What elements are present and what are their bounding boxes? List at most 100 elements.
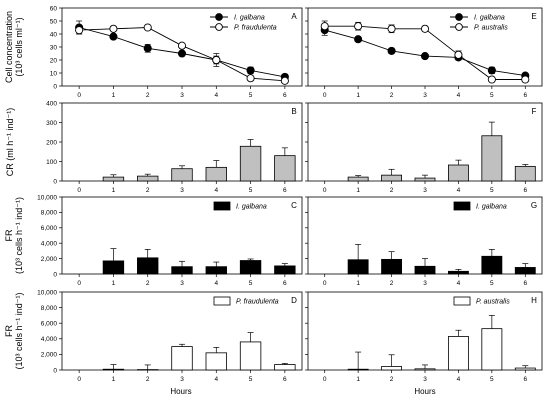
panel-B: 0 100 200 300 400 0 1 2 3 4 5 6 B [46, 100, 303, 194]
x-tick-label: 3 [180, 280, 184, 287]
bar [274, 155, 296, 182]
y-tick-label: 30 [50, 44, 58, 51]
y-tick-label: 40 [50, 31, 58, 38]
data-point [354, 22, 363, 31]
data-point [420, 24, 430, 33]
x-tick-label: 3 [423, 376, 427, 383]
x-tick-label: 6 [283, 280, 287, 287]
data-point [454, 50, 463, 59]
legend-label: P. fraudulenta [236, 299, 279, 306]
legend-label: I. galbana [236, 204, 267, 211]
legend-label: I. galbana [476, 204, 507, 211]
x-tick-label: 2 [146, 92, 150, 99]
x-tick-label: 1 [112, 280, 116, 287]
y-axis-label: (10³ cells ml⁻¹) [14, 17, 24, 76]
x-tick-label: 5 [490, 280, 494, 287]
x-tick-label: 6 [283, 92, 287, 99]
bar [347, 368, 369, 371]
y-tick-label: 6,000 [41, 225, 58, 232]
y-axis-label: (10³ cells h⁻¹ ind⁻¹) [14, 197, 24, 274]
legend-label: I. galbana [474, 15, 505, 22]
x-tick-label: 4 [214, 280, 218, 287]
legend-marker [455, 13, 463, 21]
x-tick-label: 4 [214, 92, 218, 99]
x-tick-label: 1 [356, 376, 360, 383]
data-point [354, 35, 363, 44]
bar [347, 176, 369, 182]
x-tick-label: 6 [523, 280, 527, 287]
panel-label: H [531, 296, 537, 305]
y-tick-label: 6,000 [41, 321, 58, 328]
y-axis-label: Cell concentration [4, 11, 14, 83]
panel-label: A [291, 12, 297, 21]
x-tick-label: 0 [77, 92, 81, 99]
x-tick-label: 0 [323, 280, 327, 287]
y-axis-label: (10³ cells h⁻¹ ind⁻¹) [14, 292, 24, 369]
x-tick-label: 3 [423, 187, 427, 194]
bar [381, 258, 402, 275]
y-axis-label: CR (ml h⁻¹ ind⁻¹) [5, 108, 15, 177]
panel-label: E [531, 12, 536, 21]
bar [381, 174, 402, 182]
bar [347, 259, 369, 275]
x-tick-label: 1 [112, 92, 116, 99]
x-tick-label: 0 [323, 187, 327, 194]
panel-F: 0 1 2 3 4 5 6 F [305, 102, 543, 194]
x-tick-label: 2 [390, 376, 394, 383]
x-tick-label: 6 [523, 92, 527, 99]
data-point [320, 22, 329, 31]
y-tick-label: 300 [46, 120, 57, 127]
data-point [487, 75, 496, 84]
x-tick-label: 0 [323, 376, 327, 383]
bar [137, 175, 159, 182]
legend-marker [215, 13, 223, 21]
legend-marker [455, 23, 463, 31]
bar [481, 328, 503, 371]
x-tick-label: 4 [214, 376, 218, 383]
y-tick-label: 4,000 [41, 241, 58, 248]
x-tick-label: 0 [77, 187, 81, 194]
x-tick-label: 4 [457, 376, 461, 383]
data-point [246, 66, 255, 75]
x-tick-label: 0 [77, 376, 81, 383]
legend-label: P. australis [476, 299, 510, 306]
x-tick-label: 3 [180, 92, 184, 99]
y-tick-label: 0 [53, 271, 57, 278]
x-tick-label: 6 [523, 187, 527, 194]
bar [481, 255, 503, 275]
x-tick-label: 2 [146, 376, 150, 383]
x-axis-label-left: Hours [170, 387, 191, 396]
y-tick-label: 2,000 [41, 256, 58, 263]
y-tick-label: 400 [46, 100, 57, 107]
bar [514, 267, 536, 275]
x-tick-label: 6 [523, 376, 527, 383]
panel-D: 0 2,000 4,000 6,000 8,000 10,000 0 1 2 3 4 5 6 D P. fr… [37, 289, 303, 383]
bar [447, 336, 469, 371]
bar [239, 260, 262, 275]
panel-label: B [291, 107, 296, 116]
data-point [280, 76, 289, 85]
y-tick-label: 200 [46, 139, 57, 146]
x-tick-label: 5 [490, 376, 494, 383]
bar [414, 265, 436, 275]
data-point [487, 66, 496, 75]
bar [171, 266, 193, 275]
data-point [420, 52, 430, 61]
panel-G: 0 1 2 3 4 5 6 G I. galbana [305, 196, 543, 287]
x-tick-label: 0 [323, 92, 327, 99]
data-point [246, 74, 255, 83]
x-tick-label: 4 [214, 187, 218, 194]
panel-label: G [531, 201, 537, 210]
x-tick-label: 4 [457, 187, 461, 194]
y-tick-label: 8,000 [41, 210, 58, 217]
x-tick-label: 1 [356, 92, 360, 99]
x-tick-label: 0 [77, 280, 81, 287]
legend-label: I. galbana [234, 15, 265, 22]
y-tick-label: 10,000 [37, 194, 57, 201]
bar [447, 164, 469, 182]
x-tick-label: 2 [390, 92, 394, 99]
data-point [109, 24, 118, 33]
y-axis-label: FR [4, 229, 14, 241]
